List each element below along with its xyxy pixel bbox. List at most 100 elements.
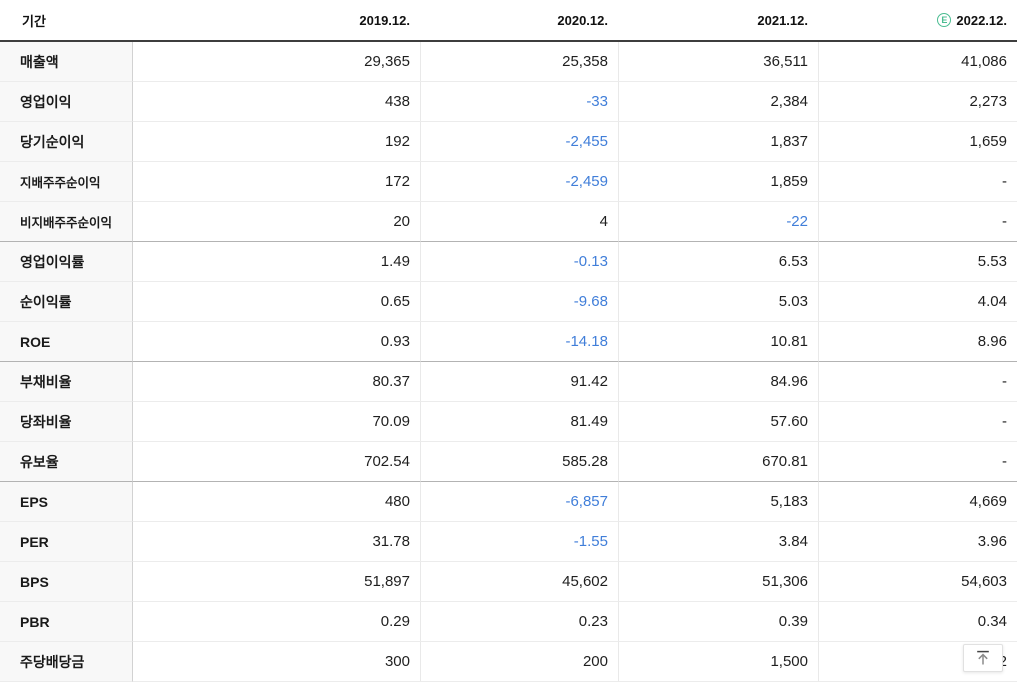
metric-value-2022: - (818, 362, 1017, 402)
table-row: 유보율 702.54 585.28 670.81 - (0, 442, 1017, 482)
metric-value-2020: 200 (420, 642, 618, 682)
metric-label: 당기순이익 (0, 122, 133, 162)
metric-value-2019: 480 (133, 482, 420, 522)
metric-value-2021: 1,837 (618, 122, 818, 162)
metric-value-2020: 4 (420, 202, 618, 242)
estimate-icon: E (937, 13, 952, 27)
metric-value-2020: 25,358 (420, 42, 618, 82)
metric-value-2020: -9.68 (420, 282, 618, 322)
metric-value-2022: 41,086 (818, 42, 1017, 82)
metric-value-2019: 438 (133, 82, 420, 122)
year-column-header-2022-estimate: E 2022.12. (818, 0, 1017, 40)
metric-value-2020: 45,602 (420, 562, 618, 602)
metric-value-2020: -2,459 (420, 162, 618, 202)
table-row: 비지배주주순이익 20 4 -22 - (0, 202, 1017, 242)
metric-value-2021: 84.96 (618, 362, 818, 402)
metric-value-2020: -2,455 (420, 122, 618, 162)
metric-value-2022: 54,603 (818, 562, 1017, 602)
metric-label: 유보율 (0, 442, 133, 482)
metric-value-2019: 300 (133, 642, 420, 682)
table-row: 매출액 29,365 25,358 36,511 41,086 (0, 42, 1017, 82)
metric-value-2019: 51,897 (133, 562, 420, 602)
metric-value-2019: 702.54 (133, 442, 420, 482)
year-column-header-2021: 2021.12. (757, 12, 808, 28)
metric-value-2021: 57.60 (618, 402, 818, 442)
year-column-header-2019: 2019.12. (359, 12, 410, 28)
metric-label: EPS (0, 482, 133, 522)
metric-value-2020: -33 (420, 82, 618, 122)
metric-value-2020: -0.13 (420, 242, 618, 282)
metric-value-2022: 4.04 (818, 282, 1017, 322)
metric-value-2022: - (818, 442, 1017, 482)
year-column-header-2020: 2020.12. (557, 12, 608, 28)
metric-value-2021: 36,511 (618, 42, 818, 82)
table-row: EPS 480 -6,857 5,183 4,669 (0, 482, 1017, 522)
metric-value-2022: 8.96 (818, 322, 1017, 362)
table-row: 주당배당금 300 200 1,500 2 (0, 642, 1017, 682)
table-row: 지배주주순이익 172 -2,459 1,859 - (0, 162, 1017, 202)
metric-value-2020: 81.49 (420, 402, 618, 442)
table-row: 영업이익률 1.49 -0.13 6.53 5.53 (0, 242, 1017, 282)
metric-label: 영업이익 (0, 82, 133, 122)
metric-value-2019: 0.65 (133, 282, 420, 322)
metric-value-2021: 51,306 (618, 562, 818, 602)
metric-value-2022: 4,669 (818, 482, 1017, 522)
metric-value-2020: 91.42 (420, 362, 618, 402)
metric-value-2021: 670.81 (618, 442, 818, 482)
metric-value-2019: 31.78 (133, 522, 420, 562)
metric-value-2019: 20 (133, 202, 420, 242)
table-row: ROE 0.93 -14.18 10.81 8.96 (0, 322, 1017, 362)
table-row: BPS 51,897 45,602 51,306 54,603 (0, 562, 1017, 602)
metric-value-2020: -14.18 (420, 322, 618, 362)
metric-value-2022: 0.34 (818, 602, 1017, 642)
metric-label: PER (0, 522, 133, 562)
metric-value-2021: 5.03 (618, 282, 818, 322)
table-body: 매출액 29,365 25,358 36,511 41,086 영업이익 438… (0, 42, 1017, 682)
metric-value-2021: 1,500 (618, 642, 818, 682)
metric-value-2021: -22 (618, 202, 818, 242)
table-row: 영업이익 438 -33 2,384 2,273 (0, 82, 1017, 122)
metric-label: 매출액 (0, 42, 133, 82)
scroll-to-top-button[interactable] (963, 644, 1003, 672)
metric-value-2020: 0.23 (420, 602, 618, 642)
metric-label: ROE (0, 322, 133, 362)
metric-label: 지배주주순이익 (0, 162, 133, 202)
metric-value-2022: - (818, 202, 1017, 242)
metric-value-2022: 3.96 (818, 522, 1017, 562)
metric-label: 주당배당금 (0, 642, 133, 682)
metric-value-2021: 2,384 (618, 82, 818, 122)
metric-value-2019: 192 (133, 122, 420, 162)
period-column-header: 기간 (22, 13, 46, 29)
metric-label: 당좌비율 (0, 402, 133, 442)
metric-value-2019: 80.37 (133, 362, 420, 402)
table-row: 부채비율 80.37 91.42 84.96 - (0, 362, 1017, 402)
table-row: PER 31.78 -1.55 3.84 3.96 (0, 522, 1017, 562)
metric-value-2021: 0.39 (618, 602, 818, 642)
table-row: 당기순이익 192 -2,455 1,837 1,659 (0, 122, 1017, 162)
metric-value-2019: 172 (133, 162, 420, 202)
metric-value-2019: 0.29 (133, 602, 420, 642)
metric-value-2020: 585.28 (420, 442, 618, 482)
metric-label: BPS (0, 562, 133, 602)
metric-value-2021: 1,859 (618, 162, 818, 202)
metric-value-2019: 1.49 (133, 242, 420, 282)
metric-value-2022: 2,273 (818, 82, 1017, 122)
metric-value-2022: 5.53 (818, 242, 1017, 282)
metric-label: PBR (0, 602, 133, 642)
metric-value-2022: - (818, 402, 1017, 442)
metric-value-2021: 10.81 (618, 322, 818, 362)
table-header-row: 기간 2019.12. 2020.12. 2021.12. E 2022.12. (0, 0, 1017, 42)
metric-label: 부채비율 (0, 362, 133, 402)
arrow-up-to-line-icon (974, 649, 992, 667)
metric-value-2021: 3.84 (618, 522, 818, 562)
metric-value-2019: 29,365 (133, 42, 420, 82)
metric-value-2022: 1,659 (818, 122, 1017, 162)
metric-value-2020: -1.55 (420, 522, 618, 562)
table-row: 당좌비율 70.09 81.49 57.60 - (0, 402, 1017, 442)
metric-value-2022: - (818, 162, 1017, 202)
table-row: 순이익률 0.65 -9.68 5.03 4.04 (0, 282, 1017, 322)
metric-value-2019: 70.09 (133, 402, 420, 442)
metric-value-2021: 6.53 (618, 242, 818, 282)
metric-value-2021: 5,183 (618, 482, 818, 522)
